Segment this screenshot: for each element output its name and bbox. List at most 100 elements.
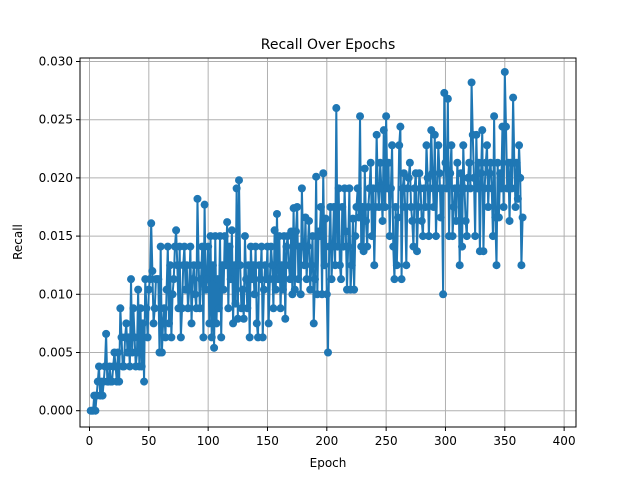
data-point xyxy=(272,209,281,218)
data-point xyxy=(267,242,276,251)
data-point xyxy=(428,169,437,178)
data-point xyxy=(297,184,306,193)
data-point xyxy=(119,362,128,371)
data-point xyxy=(464,173,473,182)
data-point xyxy=(147,219,156,228)
data-point xyxy=(333,242,342,251)
data-point xyxy=(116,304,125,313)
data-point xyxy=(484,203,493,211)
data-point xyxy=(183,304,192,313)
data-point xyxy=(270,226,279,235)
data-point xyxy=(350,285,359,294)
data-point xyxy=(459,141,468,150)
data-point xyxy=(98,391,107,400)
data-point xyxy=(396,122,405,131)
y-tick-label: 0.000 xyxy=(39,404,73,418)
data-point xyxy=(499,203,508,211)
data-point xyxy=(335,261,344,270)
data-point xyxy=(449,203,458,211)
data-point xyxy=(194,261,203,270)
data-point xyxy=(94,362,103,371)
data-point xyxy=(255,261,264,270)
data-point xyxy=(219,285,228,294)
data-point xyxy=(198,242,207,251)
data-point xyxy=(259,285,268,294)
plot-frame xyxy=(79,57,577,428)
data-point xyxy=(251,242,260,251)
data-point xyxy=(422,141,431,150)
data-point xyxy=(239,314,248,323)
data-point xyxy=(160,304,169,313)
data-point xyxy=(293,203,302,211)
data-point xyxy=(252,319,261,328)
data-point xyxy=(180,242,189,251)
data-point xyxy=(165,319,173,328)
data-point xyxy=(380,203,389,211)
data-point xyxy=(157,348,166,357)
data-point xyxy=(348,214,357,223)
y-tick-label: 0.010 xyxy=(39,287,73,301)
data-point xyxy=(417,216,426,225)
data-point xyxy=(384,158,393,167)
data-point xyxy=(248,275,257,284)
data-point xyxy=(320,261,329,270)
data-point xyxy=(473,184,482,193)
data-point xyxy=(264,319,273,328)
data-point xyxy=(310,275,319,284)
data-point xyxy=(430,130,439,139)
data-point xyxy=(446,169,455,178)
data-point xyxy=(386,184,395,193)
data-point xyxy=(388,141,397,150)
data-point xyxy=(124,333,133,342)
x-tick-label: 100 xyxy=(197,434,220,448)
data-point xyxy=(472,130,481,139)
data-point xyxy=(483,141,491,150)
data-point xyxy=(134,285,143,294)
data-point xyxy=(161,333,170,342)
data-point xyxy=(474,158,483,167)
data-point xyxy=(305,216,314,225)
data-point xyxy=(460,184,469,193)
x-tick-label: 50 xyxy=(141,434,156,448)
data-point xyxy=(212,319,221,328)
data-point xyxy=(178,304,187,313)
data-point xyxy=(168,290,177,299)
data-point xyxy=(312,172,321,181)
data-point xyxy=(197,275,206,284)
data-point xyxy=(403,184,412,193)
data-point xyxy=(518,213,527,222)
data-point xyxy=(453,158,462,167)
data-point xyxy=(466,184,475,193)
data-point xyxy=(296,290,305,299)
series-line xyxy=(90,70,524,412)
data-point xyxy=(186,242,195,251)
data-point xyxy=(182,261,191,270)
x-tick-label: 200 xyxy=(315,434,338,448)
data-point xyxy=(319,169,328,178)
data-point xyxy=(512,158,521,167)
y-axis-label: Recall xyxy=(11,224,25,260)
data-point xyxy=(401,203,410,211)
data-point xyxy=(440,88,449,97)
grid-lines xyxy=(80,58,576,427)
data-point xyxy=(91,406,100,415)
data-point xyxy=(454,184,463,193)
data-point xyxy=(505,216,514,225)
data-point xyxy=(439,290,448,299)
data-point xyxy=(271,285,280,294)
data-point xyxy=(142,304,151,313)
data-point xyxy=(418,232,427,241)
data-point xyxy=(137,362,146,371)
data-point xyxy=(146,275,155,284)
data-point xyxy=(421,203,430,211)
data-point xyxy=(307,261,316,270)
data-point xyxy=(434,141,443,150)
data-point xyxy=(515,141,524,150)
data-point xyxy=(221,261,230,270)
data-point xyxy=(144,285,153,294)
data-point xyxy=(442,184,451,193)
data-point xyxy=(172,226,181,235)
data-point xyxy=(356,112,365,121)
data-point xyxy=(199,333,208,342)
data-point xyxy=(358,203,367,211)
